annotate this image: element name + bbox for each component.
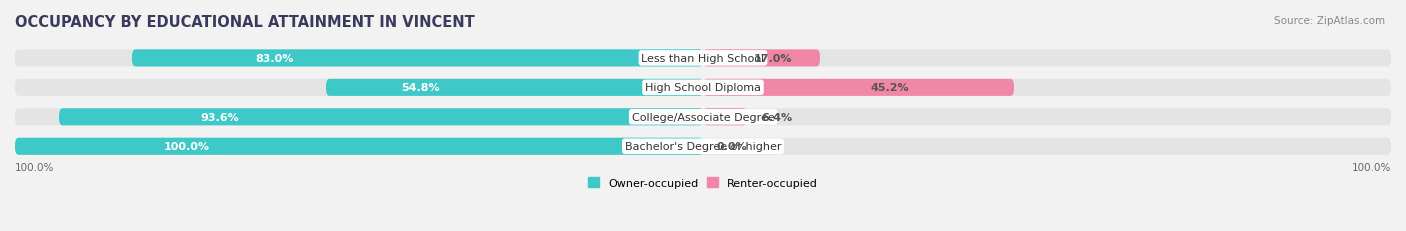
- Text: High School Diploma: High School Diploma: [645, 83, 761, 93]
- Text: 45.2%: 45.2%: [870, 83, 908, 93]
- Text: 83.0%: 83.0%: [256, 54, 294, 64]
- Text: 0.0%: 0.0%: [717, 142, 748, 152]
- FancyBboxPatch shape: [15, 50, 1391, 67]
- Text: OCCUPANCY BY EDUCATIONAL ATTAINMENT IN VINCENT: OCCUPANCY BY EDUCATIONAL ATTAINMENT IN V…: [15, 15, 475, 30]
- Text: 17.0%: 17.0%: [754, 54, 793, 64]
- Text: 100.0%: 100.0%: [165, 142, 209, 152]
- FancyBboxPatch shape: [59, 109, 703, 126]
- Text: Bachelor's Degree or higher: Bachelor's Degree or higher: [624, 142, 782, 152]
- Text: 100.0%: 100.0%: [15, 162, 55, 172]
- FancyBboxPatch shape: [703, 79, 1014, 97]
- Text: 54.8%: 54.8%: [401, 83, 440, 93]
- Text: 93.6%: 93.6%: [201, 112, 239, 122]
- Legend: Owner-occupied, Renter-occupied: Owner-occupied, Renter-occupied: [583, 173, 823, 192]
- FancyBboxPatch shape: [15, 79, 1391, 97]
- Text: Less than High School: Less than High School: [641, 54, 765, 64]
- FancyBboxPatch shape: [15, 109, 1391, 126]
- FancyBboxPatch shape: [703, 109, 747, 126]
- Text: 100.0%: 100.0%: [1351, 162, 1391, 172]
- FancyBboxPatch shape: [703, 50, 820, 67]
- FancyBboxPatch shape: [15, 138, 703, 155]
- Text: 6.4%: 6.4%: [761, 112, 792, 122]
- FancyBboxPatch shape: [132, 50, 703, 67]
- Text: College/Associate Degree: College/Associate Degree: [631, 112, 775, 122]
- Text: Source: ZipAtlas.com: Source: ZipAtlas.com: [1274, 16, 1385, 26]
- FancyBboxPatch shape: [326, 79, 703, 97]
- FancyBboxPatch shape: [15, 138, 1391, 155]
